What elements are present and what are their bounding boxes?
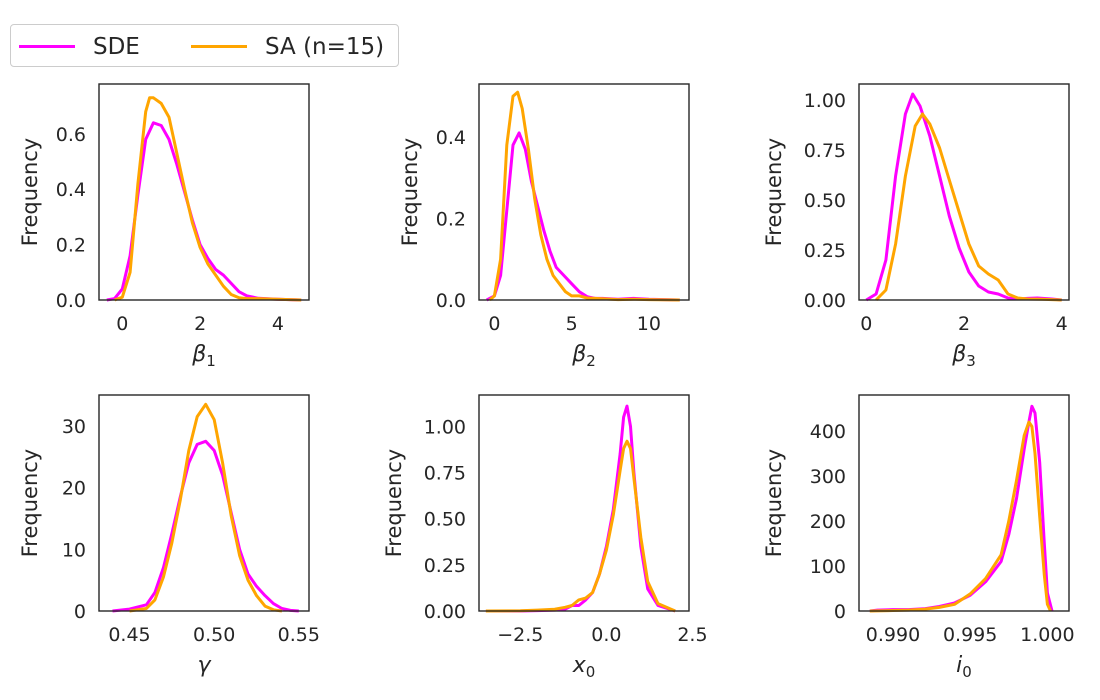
y-tick-label: 0.4 xyxy=(436,127,466,149)
legend-item-sa: SA (n=15) xyxy=(191,25,384,68)
x-tick-label: 0 xyxy=(116,313,128,335)
x-tick-label: 0 xyxy=(488,313,500,335)
series-line-sa xyxy=(485,439,676,613)
subplot-2: 0 5 10 0.0 0.2 0.4 Frequency β2 xyxy=(398,83,690,370)
y-axis-label: Frequency xyxy=(762,138,786,247)
x-axis-label: β3 xyxy=(951,342,976,370)
axes-frame xyxy=(478,394,690,612)
x-axis-label: γ xyxy=(197,653,211,678)
subplot-4: 0.45 0.50 0.55 0 10 20 30 Frequency γ xyxy=(18,394,320,678)
x-tick-label: 5 xyxy=(566,313,578,335)
y-axis-label: Frequency xyxy=(762,449,786,558)
x-tick-label: 0.45 xyxy=(108,624,150,646)
series-line-sa xyxy=(869,420,1052,613)
subplot-1: 0 2 4 0.0 0.2 0.4 0.6 Frequency β1 xyxy=(18,83,310,370)
y-tick-label: 0.50 xyxy=(804,190,846,212)
y-tick-label: 0.50 xyxy=(424,509,466,531)
x-axis-label: β2 xyxy=(571,342,596,370)
y-tick-label: 0 xyxy=(834,601,846,623)
axes-frame xyxy=(858,394,1070,612)
y-tick-label: 0.00 xyxy=(424,601,466,623)
y-tick-label: 400 xyxy=(810,421,846,443)
y-tick-label: 0.25 xyxy=(424,555,466,577)
y-axis-label: Frequency xyxy=(382,449,406,558)
series-line-sa xyxy=(114,96,302,302)
x-tick-label: 0.990 xyxy=(866,624,920,646)
y-tick-label: 30 xyxy=(62,416,86,438)
subplot-3: 0 2 4 0.00 0.25 0.50 0.75 1.00 Frequency β3 xyxy=(762,83,1070,370)
legend-swatch-sde xyxy=(19,45,75,48)
x-tick-label: 0 xyxy=(860,313,872,335)
series-line-sde xyxy=(112,439,299,613)
series-line-sa xyxy=(875,112,1062,302)
subplot-5: −2.5 0.0 2.5 0.00 0.25 0.50 0.75 1.00 Frequency x… xyxy=(382,394,708,681)
x-axis-label: x0 xyxy=(572,653,596,681)
x-tick-label: 0.55 xyxy=(278,624,320,646)
y-axis-label: Frequency xyxy=(18,449,42,558)
y-tick-label: 10 xyxy=(62,539,86,561)
y-tick-label: 200 xyxy=(810,511,846,533)
y-tick-label: 1.00 xyxy=(804,90,846,112)
x-axis-label: i0 xyxy=(956,653,972,681)
series-line-sde xyxy=(865,92,1062,302)
y-tick-label: 0.0 xyxy=(436,290,466,312)
y-tick-label: 0.75 xyxy=(804,140,846,162)
series-line-sa xyxy=(129,402,283,613)
y-tick-label: 1.00 xyxy=(424,416,466,438)
x-tick-label: 0.0 xyxy=(591,624,621,646)
x-tick-label: −2.5 xyxy=(497,624,543,646)
y-tick-label: 100 xyxy=(810,556,846,578)
legend-swatch-sa xyxy=(191,45,247,48)
x-tick-label: 4 xyxy=(272,313,284,335)
x-axis-label: β1 xyxy=(191,342,216,370)
x-tick-label: 2 xyxy=(958,313,970,335)
y-tick-label: 300 xyxy=(810,466,846,488)
x-tick-label: 0.50 xyxy=(193,624,235,646)
subplot-6: 0.990 0.995 1.000 0 100 200 300 400 Frequency i0 xyxy=(762,394,1075,681)
series-line-sa xyxy=(488,90,680,302)
y-tick-label: 0.0 xyxy=(56,290,86,312)
axes-frame xyxy=(98,83,310,301)
y-tick-label: 0.25 xyxy=(804,240,846,262)
y-axis-label: Frequency xyxy=(398,138,422,247)
y-tick-label: 0.75 xyxy=(424,463,466,485)
legend-label-sde: SDE xyxy=(93,33,140,60)
y-tick-label: 0.2 xyxy=(56,235,86,257)
x-tick-label: 10 xyxy=(637,313,661,335)
axes-frame xyxy=(858,83,1070,301)
x-tick-label: 4 xyxy=(1056,313,1068,335)
y-tick-label: 0.00 xyxy=(804,290,846,312)
y-tick-label: 0 xyxy=(74,601,86,623)
series-line-sde xyxy=(485,131,680,302)
x-tick-label: 0.995 xyxy=(943,624,997,646)
x-tick-label: 1.000 xyxy=(1020,624,1074,646)
y-tick-label: 0.4 xyxy=(56,179,86,201)
legend-label-sa: SA (n=15) xyxy=(265,33,385,60)
y-tick-label: 0.2 xyxy=(436,208,466,230)
axes-frame xyxy=(478,83,690,301)
y-tick-label: 0.6 xyxy=(56,124,86,146)
x-tick-label: 2 xyxy=(194,313,206,335)
axes-frame xyxy=(98,394,310,612)
legend-item-sde: SDE xyxy=(19,25,140,68)
y-tick-label: 20 xyxy=(62,478,86,500)
legend: SDE SA (n=15) xyxy=(10,24,399,67)
x-tick-label: 2.5 xyxy=(677,624,707,646)
y-axis-label: Frequency xyxy=(18,138,42,247)
